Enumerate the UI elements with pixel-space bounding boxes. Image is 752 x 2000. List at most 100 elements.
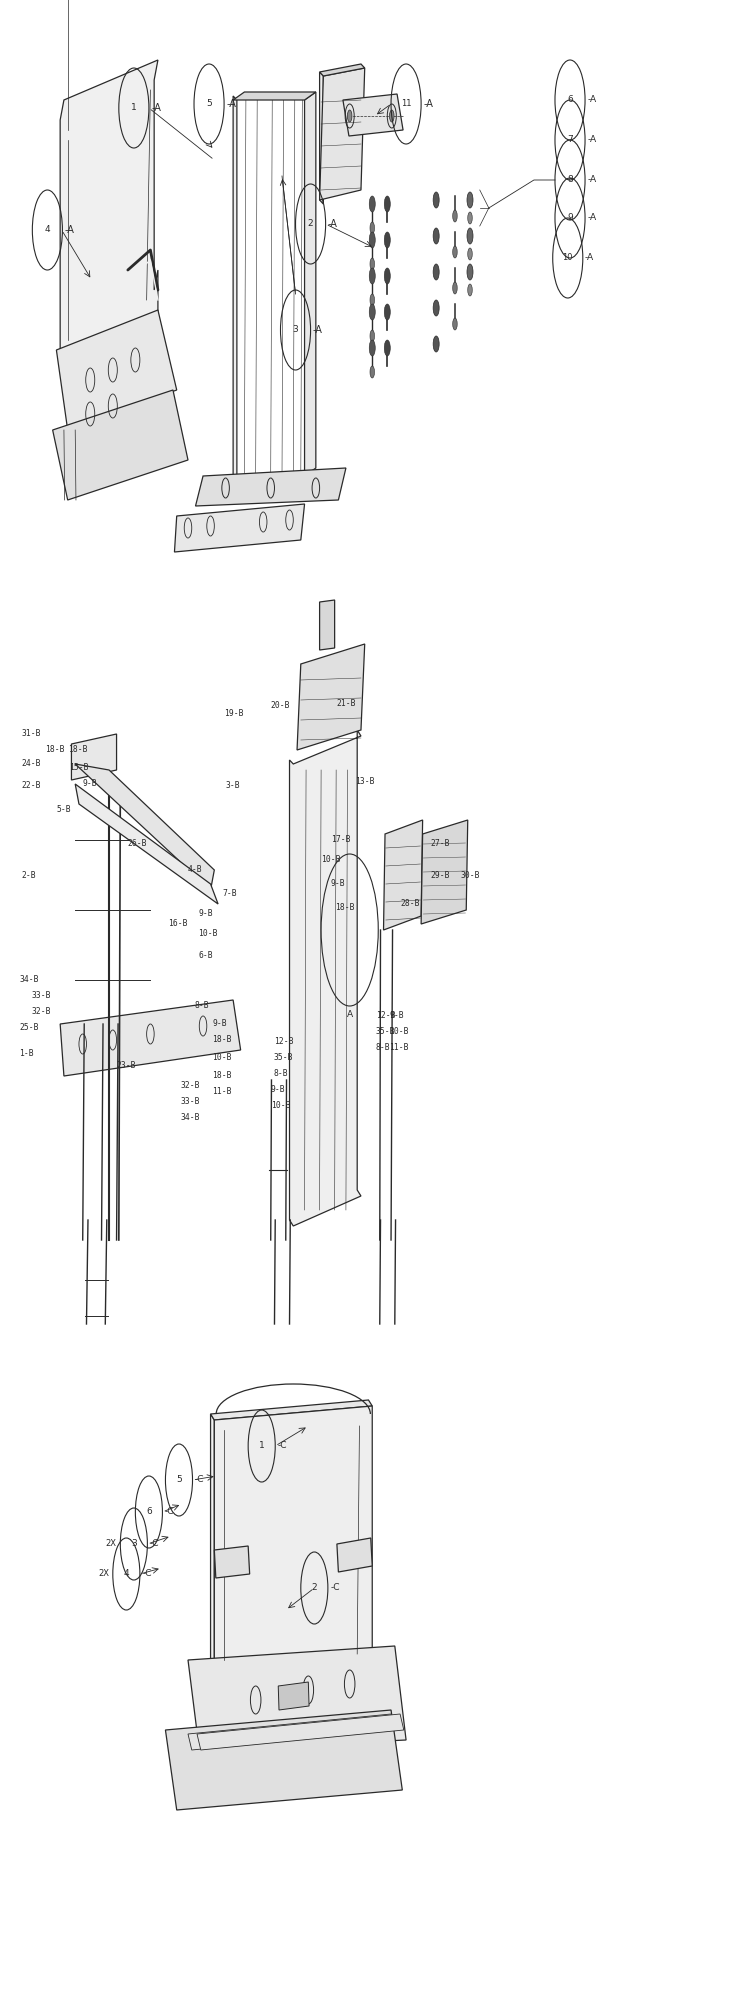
Circle shape bbox=[467, 192, 473, 208]
Text: 4: 4 bbox=[123, 1570, 129, 1578]
Circle shape bbox=[384, 196, 390, 212]
Text: 8-B: 8-B bbox=[274, 1070, 288, 1078]
Text: 5-B: 5-B bbox=[56, 806, 71, 814]
Text: 1-B: 1-B bbox=[20, 1050, 34, 1058]
Polygon shape bbox=[297, 644, 365, 750]
Text: 12-B: 12-B bbox=[274, 1038, 293, 1046]
Polygon shape bbox=[188, 1646, 406, 1750]
Text: 18-B: 18-B bbox=[68, 746, 87, 754]
Text: 5: 5 bbox=[176, 1476, 182, 1484]
Text: 10-B: 10-B bbox=[212, 1054, 232, 1062]
Text: 9-B: 9-B bbox=[331, 880, 345, 888]
Text: -A: -A bbox=[585, 254, 594, 262]
Polygon shape bbox=[337, 1538, 372, 1572]
Polygon shape bbox=[233, 92, 316, 100]
Text: 11-B: 11-B bbox=[390, 1044, 409, 1052]
Text: 18-B: 18-B bbox=[212, 1036, 232, 1044]
Circle shape bbox=[433, 228, 439, 244]
Polygon shape bbox=[56, 310, 177, 430]
Circle shape bbox=[467, 264, 473, 280]
Text: 13-B: 13-B bbox=[355, 778, 374, 786]
Circle shape bbox=[369, 232, 375, 248]
Circle shape bbox=[433, 264, 439, 280]
Text: 24-B: 24-B bbox=[21, 760, 41, 768]
Polygon shape bbox=[60, 1000, 241, 1076]
Circle shape bbox=[369, 304, 375, 320]
Polygon shape bbox=[211, 1400, 372, 1420]
Text: 8-B: 8-B bbox=[194, 1002, 208, 1010]
Circle shape bbox=[468, 248, 472, 260]
Text: 5: 5 bbox=[206, 100, 212, 108]
Circle shape bbox=[433, 300, 439, 316]
Polygon shape bbox=[60, 60, 158, 380]
Circle shape bbox=[369, 196, 375, 212]
Text: 10-B: 10-B bbox=[199, 930, 218, 938]
Text: -A: -A bbox=[151, 102, 161, 112]
Text: 29-B: 29-B bbox=[430, 872, 450, 880]
Text: -C: -C bbox=[330, 1584, 340, 1592]
Text: 9-B: 9-B bbox=[271, 1086, 285, 1094]
Polygon shape bbox=[384, 820, 423, 930]
Polygon shape bbox=[75, 784, 218, 904]
Circle shape bbox=[384, 340, 390, 356]
Polygon shape bbox=[320, 68, 365, 200]
Circle shape bbox=[453, 282, 457, 294]
Polygon shape bbox=[233, 96, 237, 480]
Text: -C: -C bbox=[150, 1540, 159, 1548]
Text: 21-B: 21-B bbox=[336, 700, 356, 708]
Polygon shape bbox=[53, 390, 188, 500]
Text: 6: 6 bbox=[146, 1508, 152, 1516]
Text: -A: -A bbox=[226, 98, 236, 108]
Circle shape bbox=[370, 222, 374, 234]
Text: 9-B: 9-B bbox=[199, 910, 213, 918]
Text: 34-B: 34-B bbox=[180, 1114, 200, 1122]
Polygon shape bbox=[211, 1414, 214, 1676]
Text: 31-B: 31-B bbox=[21, 730, 41, 738]
Circle shape bbox=[384, 268, 390, 284]
Text: 22-B: 22-B bbox=[21, 782, 41, 790]
Text: 9-B: 9-B bbox=[212, 1020, 226, 1028]
Circle shape bbox=[370, 258, 374, 270]
Text: 20-B: 20-B bbox=[271, 702, 290, 710]
Text: 1: 1 bbox=[259, 1442, 265, 1450]
Text: -A: -A bbox=[587, 96, 596, 104]
Circle shape bbox=[384, 232, 390, 248]
Text: 12-B: 12-B bbox=[376, 1012, 396, 1020]
Text: 4: 4 bbox=[44, 226, 50, 234]
Text: 3: 3 bbox=[293, 326, 299, 334]
Circle shape bbox=[467, 228, 473, 244]
Text: 15-B: 15-B bbox=[69, 764, 89, 772]
Text: 35-B: 35-B bbox=[376, 1028, 396, 1036]
Circle shape bbox=[370, 294, 374, 306]
Text: -A: -A bbox=[65, 224, 74, 234]
Text: 9: 9 bbox=[567, 214, 573, 222]
Text: 9-B: 9-B bbox=[83, 780, 97, 788]
Text: -A: -A bbox=[328, 218, 338, 228]
Text: 18-B: 18-B bbox=[335, 904, 354, 912]
Text: 2: 2 bbox=[311, 1584, 317, 1592]
Circle shape bbox=[347, 110, 352, 122]
Text: 18-B: 18-B bbox=[45, 746, 65, 754]
Text: 19-B: 19-B bbox=[224, 710, 244, 718]
Polygon shape bbox=[320, 600, 335, 650]
Text: 6-B: 6-B bbox=[199, 952, 213, 960]
Text: 7: 7 bbox=[567, 136, 573, 144]
Text: 11: 11 bbox=[401, 100, 411, 108]
Polygon shape bbox=[174, 504, 305, 552]
Polygon shape bbox=[320, 64, 365, 76]
Text: 32-B: 32-B bbox=[180, 1082, 200, 1090]
Text: 10-B: 10-B bbox=[390, 1028, 409, 1036]
Circle shape bbox=[369, 340, 375, 356]
Circle shape bbox=[370, 330, 374, 342]
Text: 2-B: 2-B bbox=[21, 872, 35, 880]
Circle shape bbox=[453, 246, 457, 258]
Polygon shape bbox=[188, 1714, 395, 1750]
Text: -C: -C bbox=[277, 1442, 287, 1450]
Text: -A: -A bbox=[423, 98, 433, 108]
Circle shape bbox=[390, 110, 394, 122]
Circle shape bbox=[384, 304, 390, 320]
Text: -C: -C bbox=[165, 1508, 174, 1516]
Text: -A: -A bbox=[587, 214, 596, 222]
Polygon shape bbox=[290, 730, 361, 1226]
Text: 6: 6 bbox=[567, 96, 573, 104]
